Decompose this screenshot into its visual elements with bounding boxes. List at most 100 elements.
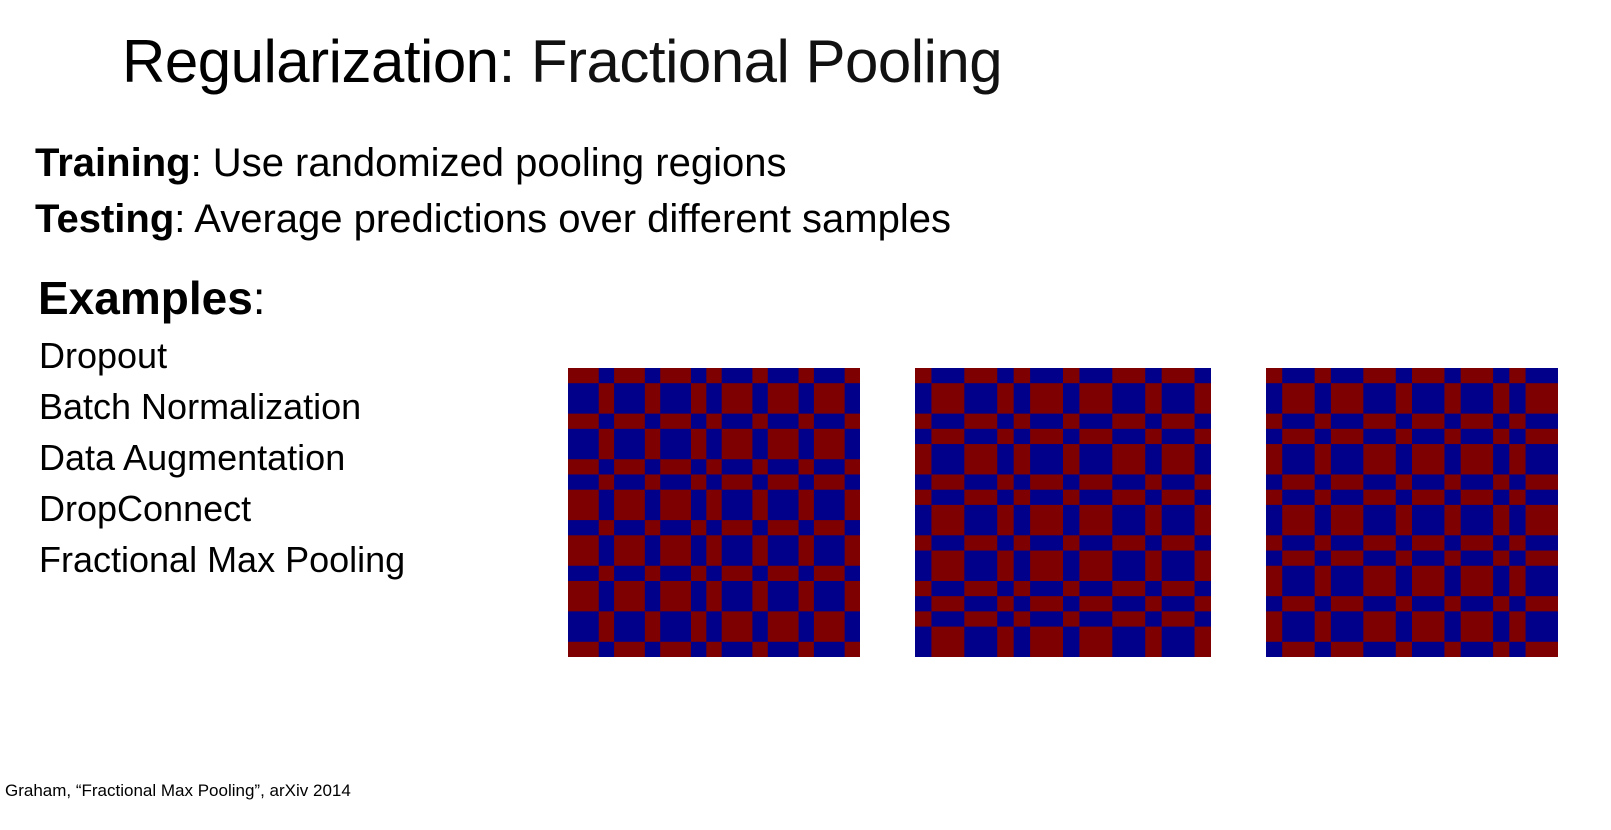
- pooling-region-cell: [706, 580, 723, 612]
- pooling-region-cell: [706, 535, 723, 567]
- pooling-region-cell: [1282, 550, 1316, 567]
- pooling-region-cell: [1525, 413, 1558, 430]
- pooling-region-cell: [752, 535, 769, 567]
- pooling-region-cell: [598, 580, 615, 612]
- pooling-region-cell: [813, 580, 846, 612]
- pooling-region-cell: [1112, 596, 1146, 612]
- pooling-region-cell: [844, 565, 860, 582]
- pooling-region-cell: [1330, 489, 1364, 506]
- pooling-region-cell: [997, 596, 1015, 612]
- pooling-region-cell: [752, 641, 769, 657]
- pooling-region-cell: [1444, 368, 1462, 384]
- pooling-region-cell: [706, 565, 723, 582]
- pooling-region-cell: [1444, 565, 1462, 597]
- pooling-region-cell: [813, 535, 846, 567]
- pooling-region-cell: [1395, 565, 1413, 597]
- pooling-region-cell: [614, 489, 646, 521]
- pooling-region-cell: [1063, 596, 1081, 612]
- pooling-region-cell: [931, 489, 965, 506]
- pooling-region-cell: [614, 413, 646, 430]
- pooling-region-cell: [568, 535, 600, 567]
- pooling-region-cell: [1063, 444, 1081, 476]
- pooling-region-cell: [598, 383, 615, 415]
- pooling-region-cell: [1282, 474, 1316, 491]
- pooling-region-cell: [1013, 550, 1031, 582]
- pooling-region-cell: [1412, 611, 1446, 643]
- pooling-region-cell: [798, 565, 815, 582]
- pooling-region-cell: [1112, 444, 1146, 476]
- example-item: Data Augmentation: [39, 437, 346, 478]
- pooling-region-cell: [660, 459, 692, 476]
- pooling-region-cell: [798, 459, 815, 476]
- pooling-region-cell: [1395, 428, 1413, 445]
- pooling-region-cell: [1030, 489, 1064, 506]
- citation: Graham, “Fractional Max Pooling”, arXiv …: [5, 781, 351, 800]
- pooling-region-cell: [1194, 383, 1211, 415]
- pooling-region-cell: [1112, 489, 1146, 506]
- pooling-region-cell: [767, 580, 800, 612]
- pooling-region-cell: [1013, 413, 1031, 430]
- pooling-region-cell: [1063, 611, 1081, 628]
- pooling-region-cell: [1314, 611, 1332, 643]
- pooling-region-cell: [1460, 413, 1494, 430]
- pooling-region-cell: [1266, 444, 1283, 476]
- pooling-region-cell: [1145, 428, 1163, 445]
- pooling-region-cell: [1194, 368, 1211, 384]
- pooling-region-cell: [660, 413, 692, 430]
- pooling-region-cell: [721, 459, 754, 476]
- pooling-region-cell: [1395, 504, 1413, 536]
- pooling-region-cell: [1063, 504, 1081, 536]
- pooling-region-cell: [1266, 413, 1283, 430]
- pooling-region-cell: [614, 474, 646, 491]
- pooling-region-cell: [1161, 444, 1196, 476]
- pooling-region-cell: [1266, 474, 1283, 491]
- pooling-region-cell: [1079, 580, 1113, 597]
- pooling-region-cell: [1194, 535, 1211, 552]
- pooling-region-cell: [1395, 641, 1413, 657]
- pooling-region-cell: [813, 474, 846, 491]
- pooling-region-cell: [1412, 641, 1446, 657]
- pooling-region-cell: [1079, 550, 1113, 582]
- pooling-region-cell: [997, 368, 1015, 384]
- pooling-region-cell: [1363, 474, 1397, 491]
- pooling-region-cell: [1509, 489, 1527, 506]
- testing-label: Testing: [35, 197, 175, 241]
- pooling-region-cell: [964, 626, 998, 657]
- pooling-region-cell: [1266, 641, 1283, 657]
- pooling-region-cell: [752, 413, 769, 430]
- pooling-region-cell: [1079, 489, 1113, 506]
- pooling-region-cell: [1161, 383, 1196, 415]
- pooling-region-cell: [598, 428, 615, 460]
- pooling-region-cell: [813, 520, 846, 536]
- pooling-region-cell: [598, 368, 615, 384]
- testing-line: Testing: Average predictions over differ…: [35, 193, 951, 245]
- pooling-region-cell: [798, 474, 815, 491]
- pooling-region-cell: [798, 383, 815, 415]
- pooling-region-cell: [1412, 535, 1446, 552]
- pooling-region-cell: [1363, 413, 1397, 430]
- pooling-region-cell: [964, 504, 998, 536]
- pooling-region-cell: [1194, 504, 1211, 536]
- pooling-region-cell: [1145, 413, 1163, 430]
- pooling-region-cell: [997, 474, 1015, 491]
- pooling-region-cell: [931, 596, 965, 612]
- pooling-region-cell: [1013, 428, 1031, 445]
- pooling-region-cell: [1013, 444, 1031, 476]
- pooling-region-cell: [1145, 550, 1163, 582]
- pooling-region-cell: [798, 641, 815, 657]
- title-rest: : Fractional Pooling: [498, 28, 1003, 95]
- pooling-region-cell: [1063, 368, 1081, 384]
- pooling-region-cell: [997, 444, 1015, 476]
- pooling-region-cell: [1412, 550, 1446, 567]
- pooling-region-cell: [1444, 596, 1462, 612]
- pooling-region-cell: [1145, 504, 1163, 536]
- pooling-region-cell: [915, 535, 933, 552]
- pooling-region-cell: [1112, 474, 1146, 491]
- pooling-region-cell: [1509, 504, 1527, 536]
- pooling-region-cell: [997, 413, 1015, 430]
- pooling-region-cell: [1161, 596, 1196, 612]
- pooling-region-cell: [1493, 504, 1510, 536]
- pooling-region-cell: [1444, 641, 1462, 657]
- pooling-region-cell: [1525, 383, 1558, 415]
- pooling-region-cell: [798, 413, 815, 430]
